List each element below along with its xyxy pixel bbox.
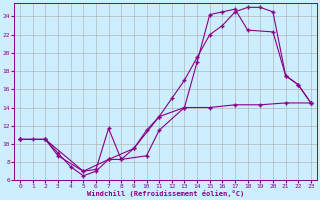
X-axis label: Windchill (Refroidissement éolien,°C): Windchill (Refroidissement éolien,°C) [87,190,244,197]
